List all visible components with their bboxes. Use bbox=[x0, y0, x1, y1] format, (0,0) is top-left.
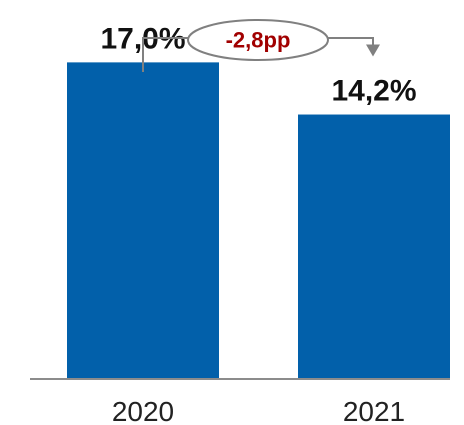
arrowhead-icon bbox=[366, 44, 380, 57]
x-tick-label-2021: 2021 bbox=[343, 396, 405, 425]
change-annotation: -2,8pp bbox=[142, 19, 380, 72]
change-bubble bbox=[187, 19, 329, 61]
bars bbox=[67, 62, 450, 380]
x-tick-label-2020: 2020 bbox=[112, 396, 174, 425]
value-label-2021: 14,2% bbox=[331, 75, 416, 108]
x-tick-labels: 2020 2021 bbox=[112, 396, 405, 425]
bar-2021 bbox=[298, 114, 450, 380]
change-label: -2,8pp bbox=[226, 28, 291, 53]
bar-2020 bbox=[67, 62, 219, 379]
